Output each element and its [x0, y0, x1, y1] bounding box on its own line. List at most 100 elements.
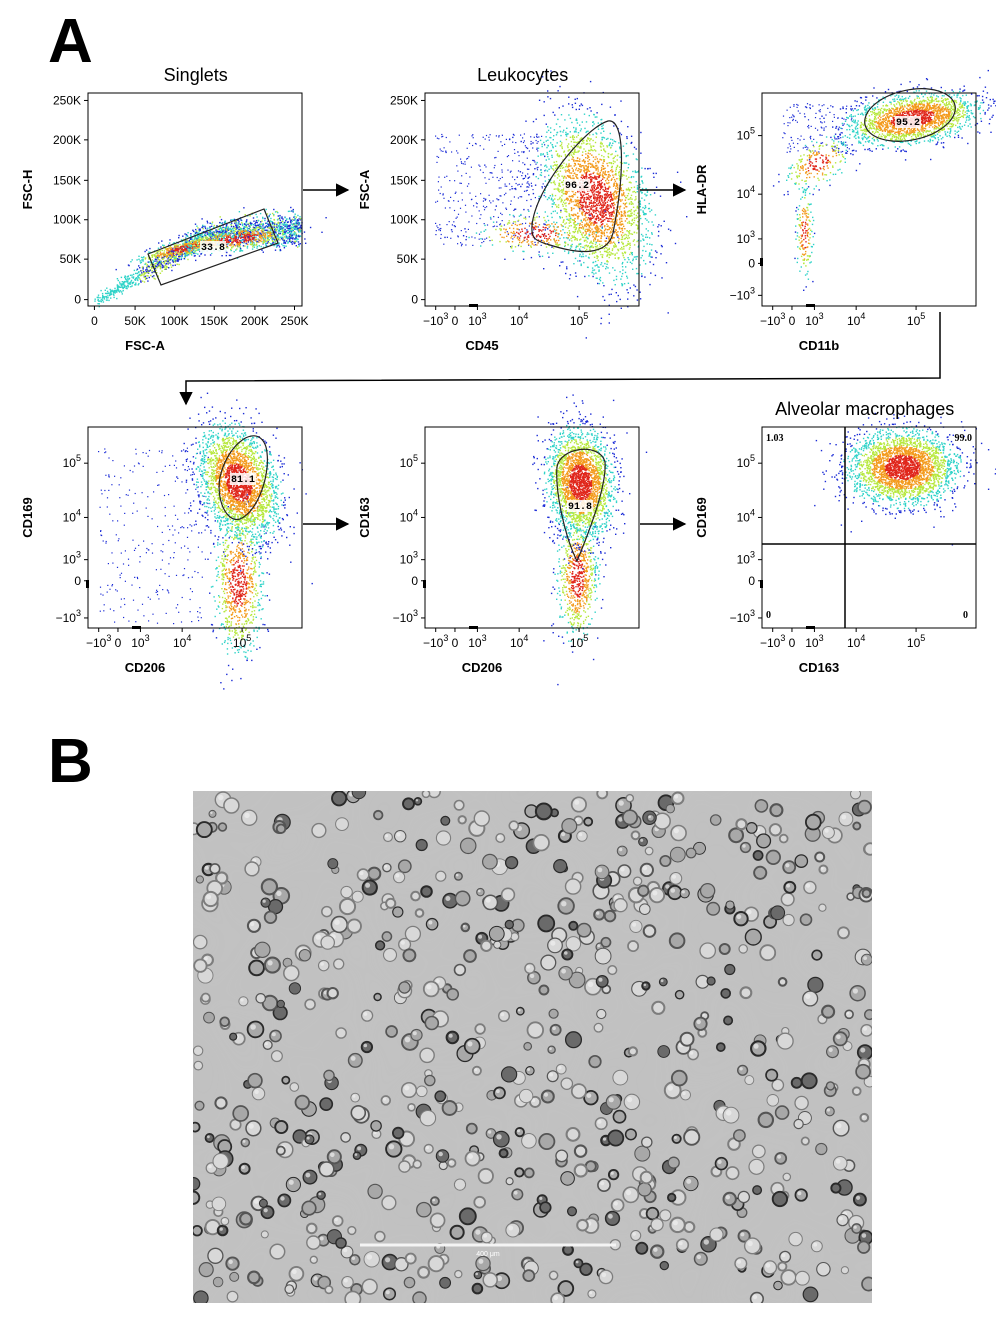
plot-1-xtick-label: 150K — [200, 314, 228, 328]
cell — [318, 1161, 335, 1178]
cell — [632, 876, 643, 886]
cell — [532, 834, 550, 852]
cell — [238, 1162, 251, 1175]
plot-6-events — [814, 412, 996, 546]
cell — [439, 1276, 452, 1289]
cell — [413, 796, 423, 806]
cell — [576, 922, 592, 938]
cell — [438, 1161, 448, 1171]
cell — [629, 919, 643, 933]
cell — [446, 987, 460, 1001]
cell — [410, 1028, 423, 1042]
cell — [630, 830, 641, 841]
cell — [400, 1081, 418, 1099]
plot-3-ytick-label: −103 — [730, 285, 755, 302]
plot-3-yaxis-marker — [760, 258, 763, 266]
cell — [454, 890, 471, 907]
cell — [765, 1068, 779, 1082]
cell — [383, 832, 394, 843]
cell — [361, 1278, 378, 1295]
cell — [622, 1186, 640, 1204]
cell — [699, 882, 716, 899]
cell — [288, 1265, 305, 1282]
cell — [340, 1132, 351, 1143]
cell — [505, 1222, 521, 1238]
cell — [223, 797, 240, 814]
cell — [382, 947, 398, 962]
cell — [825, 1081, 836, 1091]
cell — [650, 1217, 664, 1232]
cell — [561, 817, 578, 834]
cell — [321, 905, 333, 918]
cell — [471, 1282, 484, 1295]
cell — [195, 875, 204, 884]
plot-1-ytick-label: 150K — [53, 173, 81, 187]
cell — [824, 1106, 835, 1117]
cell — [641, 1136, 653, 1148]
plot-4-events — [98, 392, 313, 690]
cell — [777, 977, 788, 987]
cell — [639, 903, 651, 916]
cell — [597, 1178, 611, 1192]
cell — [260, 1230, 269, 1239]
gate-hladr-percent-bg — [895, 116, 921, 128]
cell — [304, 998, 316, 1011]
gate-cd169-cd206 — [218, 435, 268, 520]
cell — [671, 1133, 682, 1144]
cell — [245, 1120, 262, 1137]
cell — [782, 913, 795, 927]
cell — [381, 931, 393, 942]
cell — [305, 1222, 318, 1235]
cell — [514, 1167, 525, 1178]
cell — [723, 1015, 734, 1026]
cell — [851, 1086, 862, 1097]
plot-5-events — [532, 394, 648, 686]
cell — [285, 1176, 301, 1193]
cell — [215, 871, 229, 885]
panel-a-label: A — [48, 7, 93, 76]
cell — [429, 1212, 446, 1229]
cell — [679, 1031, 695, 1047]
cell — [540, 1089, 555, 1104]
cell — [209, 863, 221, 875]
cell — [790, 1076, 803, 1089]
cell — [317, 959, 330, 972]
cell — [683, 1220, 696, 1234]
plot-1-events — [94, 206, 327, 308]
cell — [568, 920, 579, 931]
gate-cd169-percent-bg — [230, 473, 256, 485]
plot-5-ylabel: CD163 — [357, 497, 372, 537]
cell — [667, 1156, 680, 1169]
cell — [504, 919, 514, 930]
cell — [435, 870, 447, 882]
cell — [706, 976, 716, 986]
plot-5-xaxis-marker — [469, 626, 478, 629]
plot-2-xlabel: CD45 — [465, 338, 498, 353]
cell — [458, 1207, 477, 1226]
cell — [659, 1209, 672, 1222]
cell — [453, 799, 465, 811]
plot-4-xtick-label: 105 — [233, 633, 251, 650]
cell — [588, 1054, 602, 1069]
cell — [454, 1269, 463, 1279]
cell — [860, 1024, 872, 1037]
plot-4-xtick-label: 104 — [173, 633, 191, 650]
cell — [403, 1276, 416, 1289]
cell — [441, 1100, 458, 1116]
cell — [818, 903, 827, 912]
cell — [398, 981, 411, 994]
cell — [856, 1044, 872, 1061]
cell — [309, 1255, 318, 1265]
cell — [193, 1060, 204, 1071]
cell — [583, 816, 594, 827]
cell — [816, 1261, 831, 1277]
cell — [195, 821, 213, 839]
cell — [610, 1198, 625, 1213]
plot-2-xtick-label: 0 — [452, 314, 459, 328]
cell — [270, 1050, 283, 1063]
cell — [207, 1247, 224, 1264]
cell — [416, 1085, 428, 1098]
cell — [733, 1129, 746, 1142]
cell — [788, 1231, 803, 1247]
cell — [435, 1149, 450, 1163]
